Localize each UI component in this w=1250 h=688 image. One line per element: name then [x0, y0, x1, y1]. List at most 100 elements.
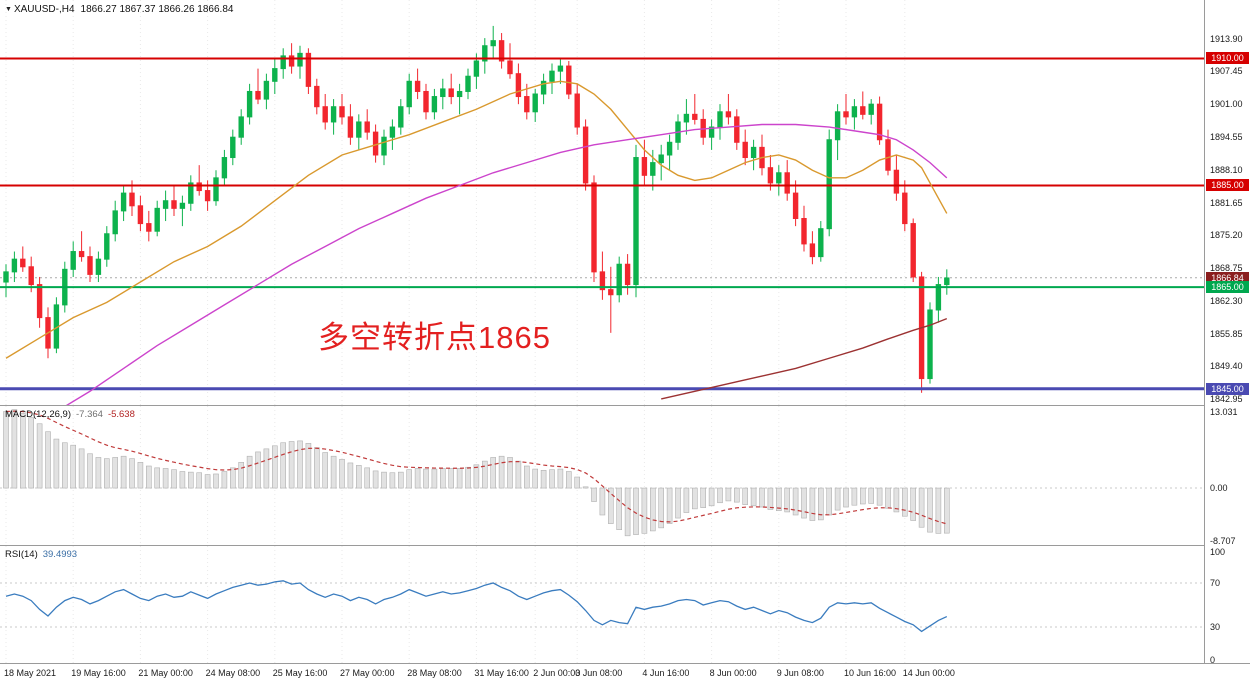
- macd-bar: [389, 472, 396, 489]
- panel-divider-rsi[interactable]: [0, 545, 1250, 546]
- candle-body: [280, 55, 286, 70]
- candles-layer: [3, 25, 950, 393]
- candle-body: [431, 96, 438, 113]
- candle-body: [591, 182, 597, 273]
- candle-body: [515, 73, 522, 98]
- macd-bar: [271, 445, 278, 489]
- candle-body: [364, 121, 370, 133]
- macd-histogram-layer: [3, 409, 950, 537]
- candle-body: [356, 121, 362, 138]
- candle-body: [801, 218, 807, 245]
- candle-body: [171, 200, 177, 209]
- macd-bar: [3, 411, 9, 489]
- macd-bar: [28, 417, 35, 489]
- macd-bar: [11, 409, 18, 489]
- price-axis-label: 1849.40: [1210, 361, 1243, 372]
- candle-body: [742, 141, 748, 159]
- rsi-line: [5, 580, 948, 633]
- macd-bar: [339, 458, 345, 489]
- price-axis-label: 1855.85: [1210, 328, 1243, 339]
- macd-bar: [330, 455, 337, 489]
- candle-body: [414, 80, 421, 92]
- candle-body: [490, 40, 496, 47]
- candle-body: [608, 289, 614, 296]
- rsi-label: RSI(14) 39.4993: [5, 549, 77, 560]
- macd-bar: [171, 469, 177, 489]
- candle-body: [624, 263, 631, 286]
- candle-body: [683, 113, 690, 123]
- candle-body: [566, 65, 572, 95]
- macd-main-value: -7.364: [76, 409, 103, 420]
- macd-bar: [263, 448, 270, 489]
- macd-bar: [36, 423, 43, 489]
- macd-bar: [607, 487, 614, 524]
- macd-bar: [683, 487, 690, 513]
- candle-body: [876, 103, 883, 141]
- macd-bar: [397, 471, 404, 489]
- candle-body: [221, 157, 228, 179]
- macd-bar: [70, 444, 76, 489]
- price-axis-label: 1901.00: [1210, 99, 1243, 110]
- time-axis-label: 24 May 08:00: [205, 668, 261, 678]
- candle-body: [297, 52, 303, 67]
- annotation-text: 多空转折点1865: [318, 320, 551, 355]
- rsi-axis-label: 30: [1210, 622, 1221, 632]
- time-axis[interactable]: 18 May 2021 19 May 16:00 21 May 00:00 24 Ma…: [0, 664, 1204, 688]
- main-chart-canvas[interactable]: [0, 0, 1204, 405]
- macd-bar: [918, 487, 925, 528]
- candle-body: [423, 90, 429, 113]
- rsi-value: 39.4993: [42, 549, 78, 560]
- macd-bar: [859, 487, 866, 505]
- macd-bar: [565, 471, 572, 489]
- candle-body: [582, 126, 589, 184]
- macd-bar: [893, 487, 900, 513]
- macd-axis-label: 0.00: [1210, 483, 1228, 494]
- macd-bar: [742, 487, 749, 505]
- macd-bar: [708, 487, 715, 507]
- macd-bar: [532, 468, 539, 489]
- macd-bar: [523, 465, 530, 489]
- dropdown-arrow-icon[interactable]: ▼: [5, 6, 12, 13]
- macd-bar: [775, 487, 782, 512]
- candle-body: [532, 93, 538, 113]
- macd-bar: [162, 468, 169, 489]
- macd-bar: [515, 460, 522, 489]
- macd-bar: [801, 487, 807, 519]
- candle-body: [734, 116, 740, 143]
- macd-bar: [885, 487, 891, 509]
- time-axis-label: 14 Jun 00:00: [902, 668, 955, 678]
- candle-body: [95, 258, 102, 275]
- candle-body: [465, 75, 471, 92]
- candle-body: [188, 182, 194, 204]
- macd-panel-canvas[interactable]: [0, 406, 1204, 545]
- candle-body: [524, 96, 530, 113]
- macd-bar: [591, 487, 597, 502]
- macd-bar: [666, 487, 673, 524]
- macd-bar: [364, 467, 371, 489]
- candle-body: [28, 266, 34, 286]
- price-axis[interactable]: 1913.90 1907.45 1901.00 1894.55 1888.10 1881.…: [1204, 0, 1250, 665]
- candle-body: [137, 205, 144, 225]
- ma-fast-line: [5, 80, 948, 359]
- panel-divider-macd[interactable]: [0, 405, 1250, 406]
- candle-body: [154, 207, 160, 232]
- macd-bar: [313, 447, 320, 489]
- candle-body: [482, 45, 488, 62]
- candle-body: [910, 223, 916, 278]
- macd-bar: [381, 471, 387, 489]
- candle-body: [440, 88, 446, 98]
- price-axis-label: 1868.75: [1210, 263, 1243, 274]
- candle-body: [398, 106, 404, 128]
- macd-bar: [204, 474, 211, 489]
- rsi-panel-canvas[interactable]: [0, 546, 1204, 663]
- candle-body: [893, 169, 900, 194]
- candle-body: [204, 190, 211, 202]
- macd-bar: [78, 448, 85, 489]
- candle-body: [944, 277, 950, 286]
- candle-body: [372, 131, 379, 156]
- candle-body: [927, 309, 933, 380]
- macd-bar: [624, 487, 631, 537]
- price-axis-label: 1888.10: [1210, 164, 1243, 175]
- macd-bar: [288, 441, 295, 489]
- price-axis-label: 1894.55: [1210, 131, 1243, 142]
